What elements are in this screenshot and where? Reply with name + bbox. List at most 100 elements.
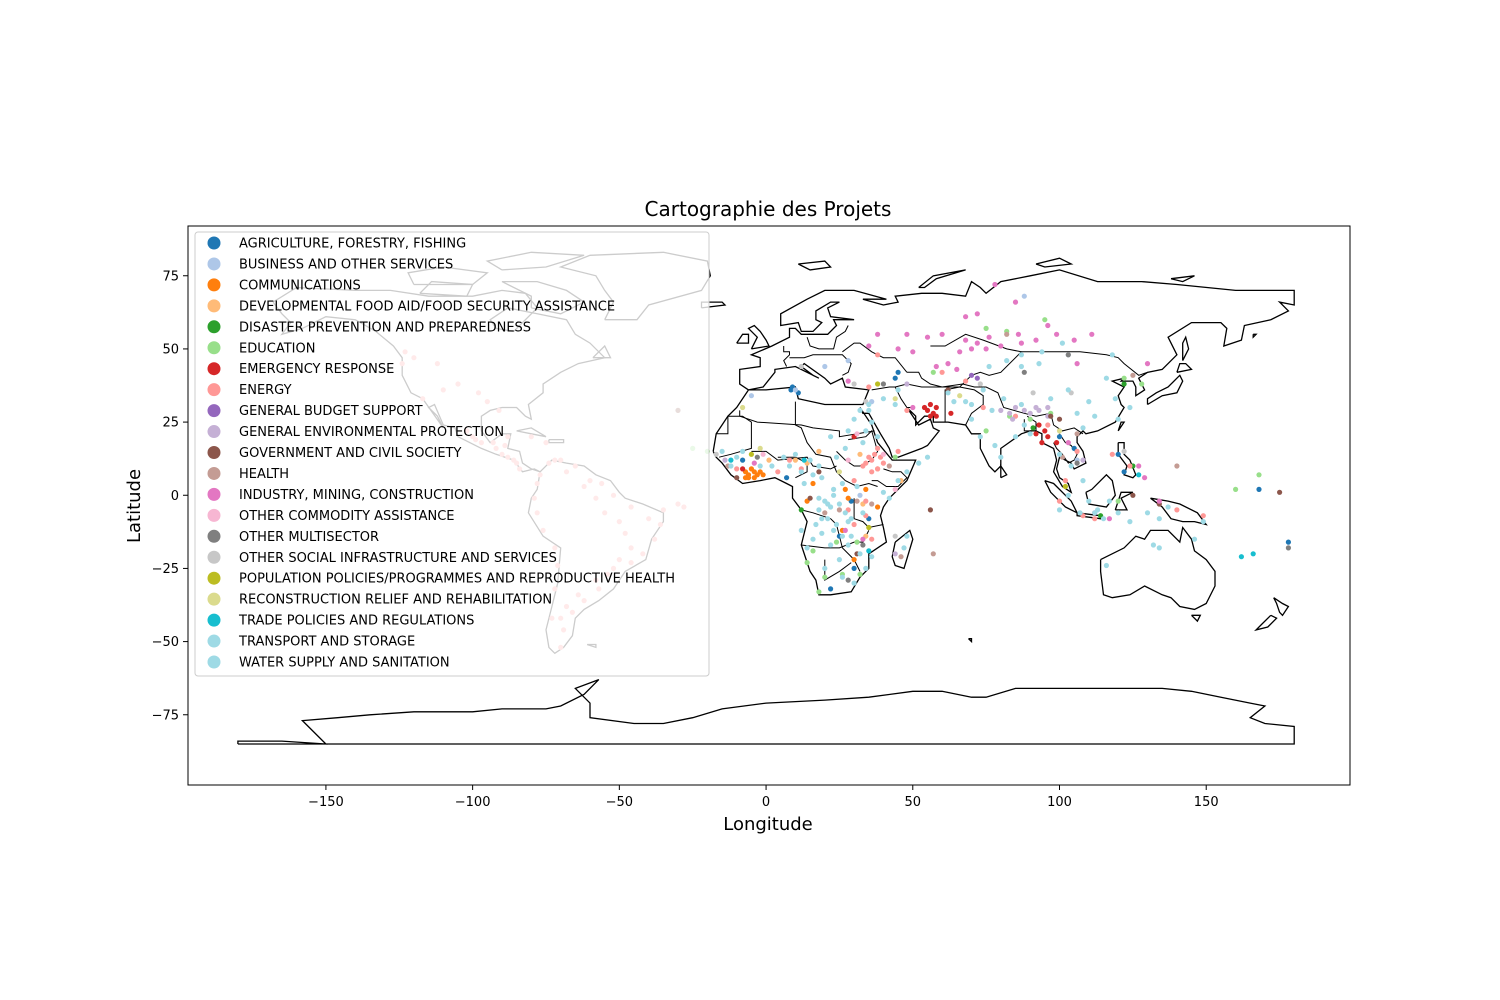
legend-item: POPULATION POLICIES/PROGRAMMES AND REPRO… [207, 571, 675, 587]
y-tick-label: −25 [152, 562, 179, 577]
project-point [757, 445, 763, 451]
country-border-14 [806, 325, 849, 350]
legend-label: GENERAL BUDGET SUPPORT [239, 404, 423, 419]
project-point [1054, 331, 1060, 337]
project-point [854, 539, 860, 545]
project-point [1065, 440, 1071, 446]
project-point [842, 486, 848, 492]
legend-item: OTHER SOCIAL INFRASTRUCTURE AND SERVICES [207, 550, 557, 566]
project-point [895, 346, 901, 352]
x-tick-label: 150 [1194, 795, 1219, 810]
legend-marker [207, 529, 221, 543]
y-tick-label: −75 [152, 708, 179, 723]
project-point [869, 501, 875, 507]
x-tick-label: 100 [1047, 795, 1072, 810]
project-point [769, 463, 775, 469]
series-group [748, 381, 1068, 531]
project-point [1080, 478, 1086, 484]
project-point [933, 404, 939, 411]
project-point [851, 580, 857, 586]
project-point [1045, 404, 1051, 411]
project-point [1103, 562, 1109, 569]
legend-marker [207, 320, 221, 334]
project-point [798, 363, 804, 370]
project-point [1030, 425, 1036, 431]
project-point [1074, 361, 1080, 367]
project-point [916, 460, 922, 466]
project-point [1080, 425, 1086, 431]
project-point [1139, 381, 1145, 387]
project-point [836, 507, 843, 513]
project-point [924, 334, 931, 340]
coastline-japan [1146, 374, 1184, 406]
project-point [963, 399, 969, 405]
project-point [895, 387, 901, 393]
project-point [1191, 536, 1198, 542]
legend-label: HEALTH [239, 467, 289, 482]
project-point [904, 533, 910, 539]
project-point [1103, 375, 1109, 381]
country-border-0 [739, 410, 875, 438]
project-point [992, 281, 998, 288]
project-point [1200, 513, 1206, 519]
legend-item: COMMUNICATIONS [207, 278, 361, 293]
coastline-sri-lanka [1000, 463, 1008, 479]
project-point [1285, 539, 1291, 545]
coastline-madagascar [891, 529, 914, 570]
project-point [798, 527, 804, 534]
project-point [895, 478, 901, 484]
project-point [1074, 448, 1080, 454]
project-point [1056, 416, 1063, 422]
legend-label: POPULATION POLICIES/PROGRAMMES AND REPRO… [239, 572, 675, 587]
project-point [933, 363, 939, 370]
project-point [866, 454, 872, 460]
project-point [895, 369, 901, 375]
project-point [740, 448, 746, 454]
project-point [880, 489, 887, 495]
project-point [992, 442, 998, 449]
project-point [974, 375, 980, 381]
project-point [792, 387, 799, 393]
project-point [875, 434, 881, 440]
project-point [851, 521, 857, 528]
legend-label: DEVELOPMENTAL FOOD AID/FOOD SECURITY ASS… [239, 299, 615, 314]
legend-item: DEVELOPMENTAL FOOD AID/FOOD SECURITY ASS… [207, 299, 615, 314]
project-point [842, 527, 848, 534]
legend-marker [207, 299, 221, 313]
x-axis: −150 −100 −50 0 50 100 150 [308, 785, 1219, 810]
series-group [740, 401, 1060, 472]
project-point [851, 557, 857, 563]
project-point [1121, 375, 1127, 381]
project-point [986, 363, 992, 370]
coastline-nz-south [1253, 614, 1278, 632]
legend-marker [207, 466, 221, 480]
legend-marker [207, 383, 221, 397]
country-border-8 [895, 383, 1084, 435]
coastline-hokkaido [1176, 362, 1193, 373]
country-border-1 [794, 401, 878, 488]
project-point [854, 431, 860, 437]
project-point [828, 434, 834, 440]
project-point [833, 539, 840, 545]
project-point [880, 381, 887, 387]
project-point [1156, 545, 1162, 551]
legend-label: DISASTER PREVENTION AND PREPAREDNESS [239, 320, 531, 335]
country-border-18 [716, 415, 752, 458]
project-point [1136, 472, 1142, 478]
project-point [880, 460, 887, 466]
coastline-nz-north [1273, 597, 1290, 617]
x-tick-label: 0 [762, 795, 770, 810]
legend-label: OTHER MULTISECTOR [239, 530, 379, 545]
project-point [813, 521, 819, 528]
project-point [1074, 460, 1080, 466]
project-point [786, 457, 793, 463]
project-point [904, 469, 910, 475]
coastline-tasmania [1191, 614, 1202, 623]
legend-label: GOVERNMENT AND CIVIL SOCIETY [239, 446, 461, 461]
project-point [784, 475, 790, 481]
project-point [842, 510, 848, 516]
project-point [810, 548, 816, 554]
project-point [939, 369, 945, 375]
project-point [927, 507, 934, 513]
